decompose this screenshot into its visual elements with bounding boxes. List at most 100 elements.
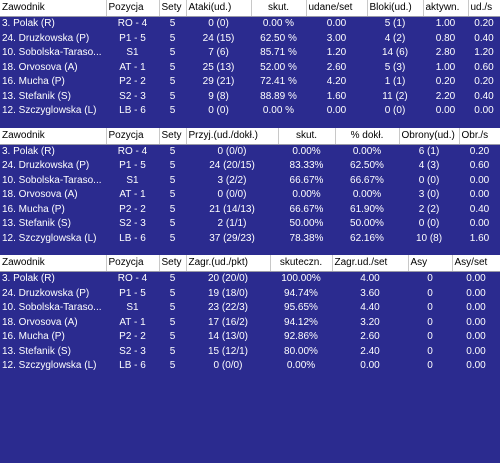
cell-attack-eff: 72.41 %: [260, 76, 297, 87]
cell-sets: 5: [169, 316, 176, 328]
cell-position: S2 - 3: [119, 218, 146, 229]
cell-serves: 20 (20/0): [207, 273, 249, 284]
table-row[interactable]: 10. Sobolska-Taraso... S1 5 7 (6) 85.71 % 1.2…: [0, 46, 500, 61]
cell-serves: 19 (18/0): [207, 287, 249, 299]
table-row[interactable]: 10. Sobolska-Taraso... S1 5 23 (22/3) 95.65%…: [0, 301, 500, 316]
cell-activity: 0.00: [435, 105, 456, 116]
cell-aces: 0: [427, 273, 433, 284]
cell-serves: 17 (16/2): [207, 316, 249, 328]
cell-reception-eff: 0.00%: [292, 189, 321, 200]
column-header-reception-eff[interactable]: skut.: [278, 127, 336, 145]
cell-digs-per-set: 1.60: [469, 232, 490, 244]
cell-activity: 1.00: [435, 18, 456, 29]
table-row[interactable]: 13. Stefanik (S) S2 - 3 5 9 (8) 88.89 % 1.60 1…: [0, 90, 500, 105]
table-row[interactable]: 16. Mucha (P) P2 - 2 5 21 (14/13) 66.67% 61.9…: [0, 203, 500, 218]
cell-success-per-set: 2.60: [326, 61, 347, 73]
cell-blocks: 14 (6): [381, 47, 409, 58]
column-header-aces-per-set[interactable]: Asy/set: [452, 255, 500, 272]
cell-aces-per-set: 0.00: [466, 287, 486, 299]
cell-serves-per-set: 3.60: [360, 287, 380, 299]
cell-activity: 2.20: [435, 90, 456, 102]
column-header-digs[interactable]: Obrony(ud.): [399, 127, 460, 145]
cell-digs-per-set: 0.00: [469, 218, 490, 229]
table-row[interactable]: 18. Orvosova (A) AT - 1 5 17 (16/2) 94.12% 3.…: [0, 316, 500, 331]
cell-position: AT - 1: [119, 61, 146, 73]
column-header-success-per-set[interactable]: udane/set: [306, 0, 368, 17]
cell-serve-eff: 95.65%: [284, 302, 318, 313]
cell-reception-eff: 83.33%: [289, 160, 324, 171]
cell-reception-eff: 78.38%: [289, 232, 324, 244]
cell-player: 10. Sobolska-Taraso...: [2, 174, 102, 186]
cell-digs: 0 (0): [418, 218, 440, 229]
reception-defence-table: Zawodnik Pozycja Sety Przyj.(ud./dokł.) …: [0, 127, 500, 247]
table-row[interactable]: 24. Druzkowska (P) P1 - 5 5 24 (15) 62.50 % 3…: [0, 32, 500, 47]
cell-receptions: 24 (20/15): [209, 160, 255, 171]
table-row[interactable]: 16. Mucha (P) P2 - 2 5 14 (13/0) 92.86% 2.60 0…: [0, 330, 500, 345]
cell-sets: 5: [169, 232, 176, 244]
column-header-sets[interactable]: Sety: [159, 255, 187, 272]
cell-digs-per-set: 0.00: [469, 189, 490, 200]
table-row[interactable]: 12. Szczyglowska (L) LB - 6 5 0 (0) 0.00 % 0.…: [0, 104, 500, 119]
cell-aces-per-set: 0.00: [466, 345, 486, 357]
column-header-position[interactable]: Pozycja: [106, 255, 160, 272]
column-header-serves[interactable]: Zagr.(ud./pkt): [186, 255, 271, 272]
column-header-player[interactable]: Zawodnik: [0, 255, 107, 272]
table-row[interactable]: 18. Orvosova (A) AT - 1 5 25 (13) 52.00 % 2.6…: [0, 61, 500, 76]
table-row[interactable]: 13. Stefanik (S) S2 - 3 5 15 (12/1) 80.00% 2.…: [0, 345, 500, 360]
attack-block-table: Zawodnik Pozycja Sety Ataki(ud.) skut. u…: [0, 0, 500, 119]
cell-sets: 5: [169, 174, 176, 186]
cell-reception-eff: 0.00%: [292, 145, 321, 157]
table-row[interactable]: 16. Mucha (P) P2 - 2 5 29 (21) 72.41 % 4.20 1 …: [0, 75, 500, 90]
column-header-sets[interactable]: Sety: [159, 127, 187, 145]
table-row[interactable]: 10. Sobolska-Taraso... S1 5 3 (2/2) 66.67% 66…: [0, 174, 500, 189]
column-header-receptions[interactable]: Przyj.(ud./dokł.): [186, 127, 279, 145]
column-header-sets[interactable]: Sety: [159, 0, 187, 17]
column-header-player[interactable]: Zawodnik: [0, 127, 107, 145]
cell-digs: 0 (0): [418, 174, 440, 186]
cell-digs: 3 (0): [418, 189, 440, 200]
cell-serves: 14 (13/0): [207, 331, 249, 342]
table-row[interactable]: 24. Druzkowska (P) P1 - 5 5 19 (18/0) 94.74%…: [0, 287, 500, 302]
table-row[interactable]: 24. Druzkowska (P) P1 - 5 5 24 (20/15) 83.33…: [0, 159, 500, 174]
table-row[interactable]: 18. Orvosova (A) AT - 1 5 0 (0/0) 0.00% 0.00%…: [0, 188, 500, 203]
table-row[interactable]: 13. Stefanik (S) S2 - 3 5 2 (1/1) 50.00% 50.0…: [0, 217, 500, 232]
cell-serve-eff: 0.00%: [286, 360, 316, 371]
cell-aces: 0: [427, 345, 433, 357]
column-header-aces[interactable]: Asy: [408, 255, 453, 272]
column-header-activity[interactable]: aktywn.: [423, 0, 469, 17]
column-header-serve-eff[interactable]: skuteczn.: [270, 255, 333, 272]
column-header-attacks[interactable]: Ataki(ud.): [186, 0, 252, 17]
table-header-row: Zawodnik Pozycja Sety Zagr.(ud./pkt) sku…: [0, 255, 500, 272]
column-header-accuracy[interactable]: % dokł.: [335, 127, 400, 145]
column-header-attack-eff[interactable]: skut.: [251, 0, 307, 17]
cell-aces-per-set: 0.00: [466, 316, 486, 328]
column-header-player[interactable]: Zawodnik: [0, 0, 107, 17]
cell-blocks-per-set: 0.60: [474, 61, 494, 73]
column-header-blocks[interactable]: Bloki(ud.): [367, 0, 424, 17]
cell-receptions: 21 (14/13): [209, 203, 255, 215]
cell-blocks-per-set: 0.40: [474, 32, 494, 44]
cell-digs: 4 (3): [418, 160, 440, 171]
cell-blocks-per-set: 0.00: [474, 105, 494, 116]
column-header-digs-per-set[interactable]: Obr./s: [459, 127, 500, 145]
cell-attacks: 24 (15): [202, 32, 235, 44]
column-header-position[interactable]: Pozycja: [106, 0, 160, 17]
cell-digs: 2 (2): [418, 203, 440, 215]
column-header-position[interactable]: Pozycja: [106, 127, 160, 145]
cell-serve-eff: 100.00%: [281, 273, 321, 284]
cell-activity: 2.80: [435, 47, 456, 58]
table-row[interactable]: 12. Szczyglowska (L) LB - 6 5 37 (29/23) 78.…: [0, 232, 500, 247]
column-header-serves-per-set[interactable]: Zagr.ud./set: [332, 255, 409, 272]
column-header-blocks-per-set[interactable]: ud./s: [468, 0, 500, 17]
cell-reception-eff: 50.00%: [289, 218, 324, 229]
cell-player: 12. Szczyglowska (L): [2, 360, 97, 371]
cell-position: S2 - 3: [119, 90, 146, 102]
cell-player: 16. Mucha (P): [2, 203, 65, 215]
table-row[interactable]: 12. Szczyglowska (L) LB - 6 5 0 (0/0) 0.00% 0…: [0, 359, 500, 374]
cell-accuracy: 0.00%: [352, 189, 382, 200]
cell-attack-eff: 0.00 %: [262, 18, 295, 29]
table-row[interactable]: 3. Polak (R) RO - 4 5 0 (0/0) 0.00% 0.00% 6 (1…: [0, 144, 500, 159]
table-row[interactable]: 3. Polak (R) RO - 4 5 0 (0) 0.00 % 0.00 5 (1) 1…: [0, 17, 500, 32]
cell-serves: 0 (0/0): [213, 360, 243, 371]
table-row[interactable]: 3. Polak (R) RO - 4 5 20 (20/0) 100.00% 4.00 0…: [0, 272, 500, 287]
